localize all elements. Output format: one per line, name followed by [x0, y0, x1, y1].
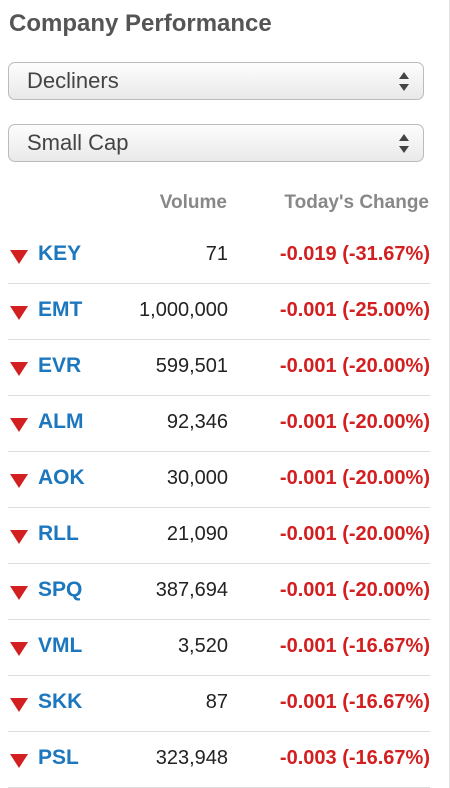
- table-row: ALM 92,346 -0.001 (-20.00%): [8, 396, 430, 452]
- symbol-link[interactable]: ALM: [38, 410, 84, 433]
- change: -0.003 (-16.67%): [279, 747, 430, 769]
- table-row: VML 3,520 -0.001 (-16.67%): [8, 620, 430, 676]
- volume: 1,000,000: [139, 299, 228, 321]
- change: -0.001 (-16.67%): [279, 635, 430, 657]
- volume: 323,948: [155, 747, 228, 769]
- down-arrow: [10, 474, 28, 488]
- table-row: EMT 1,000,000 -0.001 (-25.00%): [8, 284, 430, 340]
- table-row: EVR 599,501 -0.001 (-20.00%): [8, 340, 430, 396]
- change: -0.001 (-16.67%): [279, 691, 430, 713]
- title: Company Performance: [9, 10, 272, 37]
- column-header: Volume: [159, 192, 227, 213]
- table-row: SPQ 387,694 -0.001 (-20.00%): [8, 564, 430, 620]
- symbol-link[interactable]: KEY: [38, 242, 82, 265]
- change: -0.001 (-20.00%): [279, 467, 430, 489]
- down-arrow: [10, 754, 28, 768]
- volume: 30,000: [166, 467, 228, 489]
- volume: 71: [205, 243, 228, 265]
- symbol-link[interactable]: SKK: [38, 690, 83, 713]
- volume: 87: [205, 691, 228, 713]
- volume: 21,090: [166, 523, 228, 545]
- table-row: PSL 323,948 -0.003 (-16.67%): [8, 732, 430, 788]
- change: -0.001 (-25.00%): [279, 299, 430, 321]
- down-arrow: [10, 250, 28, 264]
- volume: 3,520: [177, 635, 228, 657]
- volume: 599,501: [155, 355, 228, 377]
- change: -0.001 (-20.00%): [279, 523, 430, 545]
- symbol-link[interactable]: AOK: [38, 466, 85, 489]
- symbol-link[interactable]: VML: [38, 634, 83, 657]
- volume: 387,694: [155, 579, 228, 601]
- down-arrow: [10, 306, 28, 320]
- list-select[interactable]: Decliners: [8, 62, 424, 100]
- change: -0.001 (-20.00%): [279, 579, 430, 601]
- down-arrow: [10, 698, 28, 712]
- change: -0.001 (-20.00%): [279, 355, 430, 377]
- size-select[interactable]: Small Cap: [8, 124, 424, 162]
- table-row: RLL 21,090 -0.001 (-20.00%): [8, 508, 430, 564]
- down-arrow: [10, 586, 28, 600]
- change: -0.019 (-31.67%): [279, 243, 430, 265]
- down-arrow: [10, 642, 28, 656]
- change: -0.001 (-20.00%): [279, 411, 430, 433]
- down-arrow: [10, 530, 28, 544]
- symbol-link[interactable]: EMT: [38, 298, 83, 321]
- table-row: AOK 30,000 -0.001 (-20.00%): [8, 452, 430, 508]
- table-row: KEY 71 -0.019 (-31.67%): [8, 228, 430, 284]
- column-header: Today's Change: [284, 192, 429, 213]
- table-row: SKK 87 -0.001 (-16.67%): [8, 676, 430, 732]
- down-arrow: [10, 362, 28, 376]
- symbol-link[interactable]: SPQ: [38, 578, 83, 601]
- symbol-link[interactable]: EVR: [38, 354, 82, 377]
- down-arrow: [10, 418, 28, 432]
- volume: 92,346: [166, 411, 228, 433]
- symbol-link[interactable]: PSL: [38, 746, 79, 769]
- symbol-link[interactable]: RLL: [38, 522, 79, 545]
